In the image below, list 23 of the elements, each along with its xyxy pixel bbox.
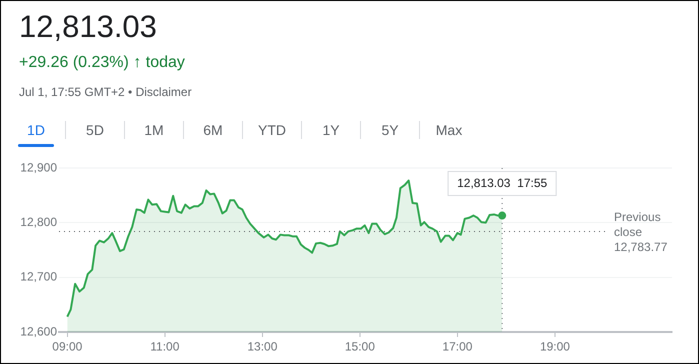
- text: YTD: [258, 122, 286, 138]
- chart-title: 12,813.03: [19, 9, 157, 45]
- y-tick-label: 12,900: [20, 160, 58, 174]
- text: 6M: [203, 122, 223, 138]
- x-tick-label: 09:00: [52, 340, 83, 354]
- text: 1Y: [322, 122, 340, 138]
- x-tick-label: 17:00: [442, 340, 473, 354]
- x-tick-label: 15:00: [344, 340, 376, 354]
- text: 5D: [86, 122, 104, 138]
- text: 5Y: [381, 122, 399, 138]
- x-tick-label: 13:00: [247, 340, 278, 354]
- y-tick-label: 12,600: [20, 324, 58, 338]
- text: Jul 1, 17:55 GMT+2 • Disclaimer: [19, 85, 192, 99]
- y-tick-label: 12,700: [20, 270, 58, 284]
- annotation: 12,813.03 17:55: [457, 176, 548, 190]
- x-tick-label: 19:00: [540, 340, 570, 354]
- y-tick-label: 12,800: [20, 214, 58, 229]
- text: Max: [436, 122, 462, 138]
- text: 1M: [144, 122, 164, 138]
- chart-subtitle: +29.26 (0.23%) ↑ today: [19, 54, 185, 72]
- x-tick-label: 11:00: [150, 340, 180, 354]
- ref-line-label: Previous close 12,783.77: [614, 210, 668, 254]
- text: 1D: [27, 122, 45, 138]
